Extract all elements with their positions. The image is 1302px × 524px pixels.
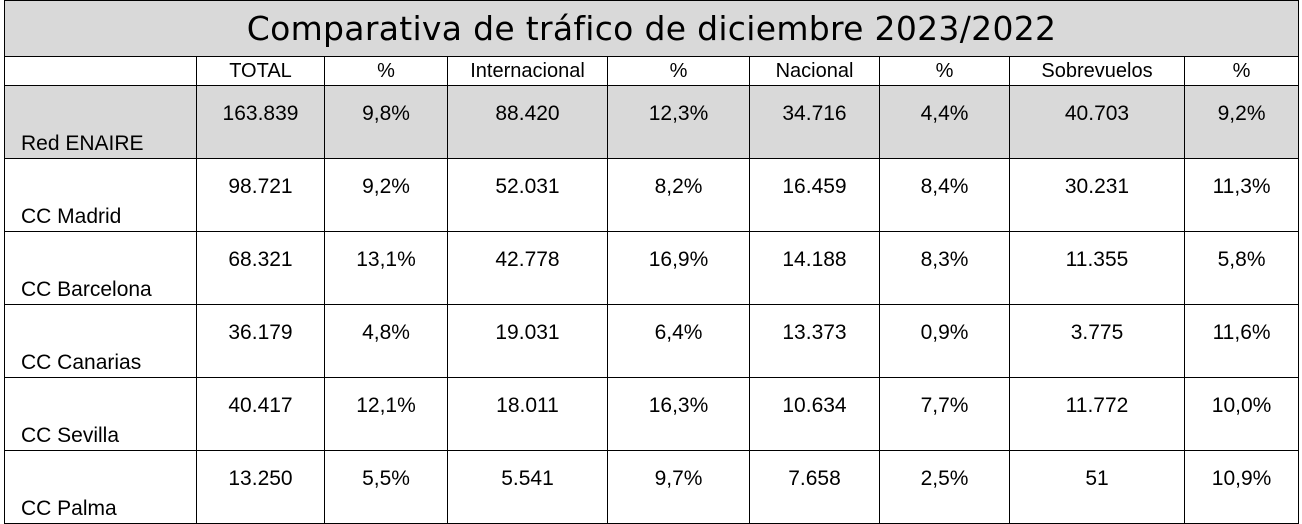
table-cell: 11,6%: [1183, 304, 1300, 378]
table-cell: 16.459: [749, 158, 880, 232]
table-cell: 12,3%: [607, 85, 750, 159]
table-cell: 8,3%: [879, 231, 1010, 305]
table-cell: 12,1%: [324, 377, 448, 451]
table-cell: 13.373: [749, 304, 880, 378]
table-cell: 8,2%: [607, 158, 750, 232]
table-cell: 68.321: [196, 231, 325, 305]
table-cell: 34.716: [749, 85, 880, 159]
traffic-comparison-table-container: Comparativa de tráfico de diciembre 2023…: [3, 0, 1300, 524]
table-row: Red ENAIRE 163.839 9,8% 88.420 12,3% 34.716 4,…: [4, 85, 1300, 159]
table-cell: 30.231: [1009, 158, 1185, 232]
header-cell: %: [879, 56, 1010, 86]
table-cell: 7,7%: [879, 377, 1010, 451]
header-cell: %: [607, 56, 750, 86]
table-cell: 14.188: [749, 231, 880, 305]
header-cell: %: [324, 56, 448, 86]
table-cell: 4,4%: [879, 85, 1010, 159]
table-cell: 9,7%: [607, 450, 750, 524]
table-cell: 4,8%: [324, 304, 448, 378]
table-cell: 9,2%: [1183, 85, 1300, 159]
header-cell: Sobrevuelos: [1009, 56, 1185, 86]
table-cell: 9,2%: [324, 158, 448, 232]
table-cell: 5.541: [447, 450, 608, 524]
table-cell: 6,4%: [607, 304, 750, 378]
table-cell: 11,3%: [1183, 158, 1300, 232]
row-label: CC Sevilla: [4, 377, 197, 451]
header-cell: Nacional: [749, 56, 880, 86]
table-cell: 52.031: [447, 158, 608, 232]
table-cell: 36.179: [196, 304, 325, 378]
row-label: CC Barcelona: [4, 231, 197, 305]
row-label: Red ENAIRE: [4, 85, 197, 159]
header-cell: [4, 56, 197, 86]
table-cell: 10,9%: [1183, 450, 1300, 524]
table-row: CC Barcelona 68.321 13,1% 42.778 16,9% 14.188…: [4, 231, 1300, 305]
table-cell: 13.250: [196, 450, 325, 524]
row-label: CC Madrid: [4, 158, 197, 232]
table-cell: 13,1%: [324, 231, 448, 305]
table-cell: 3.775: [1009, 304, 1185, 378]
header-cell: TOTAL: [196, 56, 325, 86]
table-cell: 16,9%: [607, 231, 750, 305]
header-cell: %: [1183, 56, 1300, 86]
table-cell: 16,3%: [607, 377, 750, 451]
table-cell: 18.011: [447, 377, 608, 451]
table-cell: 88.420: [447, 85, 608, 159]
table-cell: 5,8%: [1183, 231, 1300, 305]
header-cell: Internacional: [447, 56, 608, 86]
table-cell: 0,9%: [879, 304, 1010, 378]
table-cell: 9,8%: [324, 85, 448, 159]
table-cell: 19.031: [447, 304, 608, 378]
table-cell: 163.839: [196, 85, 325, 159]
traffic-comparison-table: Comparativa de tráfico de diciembre 2023…: [3, 0, 1300, 524]
table-cell: 8,4%: [879, 158, 1010, 232]
table-cell: 7.658: [749, 450, 880, 524]
table-cell: 42.778: [447, 231, 608, 305]
table-cell: 98.721: [196, 158, 325, 232]
table-cell: 40.703: [1009, 85, 1185, 159]
table-row: CC Palma 13.250 5,5% 5.541 9,7% 7.658 2,5% 51 10…: [4, 450, 1300, 524]
table-row: CC Canarias 36.179 4,8% 19.031 6,4% 13.373 0,9…: [4, 304, 1300, 378]
header-row: TOTAL % Internacional % Nacional % Sobre…: [4, 56, 1300, 86]
table-cell: 10,0%: [1183, 377, 1300, 451]
table-cell: 5,5%: [324, 450, 448, 524]
table-cell: 10.634: [749, 377, 880, 451]
table-row: CC Sevilla 40.417 12,1% 18.011 16,3% 10.634 7,…: [4, 377, 1300, 451]
row-label: CC Palma: [4, 450, 197, 524]
table-cell: 2,5%: [879, 450, 1010, 524]
row-label: CC Canarias: [4, 304, 197, 378]
table-cell: 40.417: [196, 377, 325, 451]
table-title: Comparativa de tráfico de diciembre 2023…: [3, 0, 1300, 57]
table-cell: 11.772: [1009, 377, 1185, 451]
table-cell: 51: [1009, 450, 1185, 524]
table-cell: 11.355: [1009, 231, 1185, 305]
table-row: CC Madrid 98.721 9,2% 52.031 8,2% 16.459 8,4% 3…: [4, 158, 1300, 232]
